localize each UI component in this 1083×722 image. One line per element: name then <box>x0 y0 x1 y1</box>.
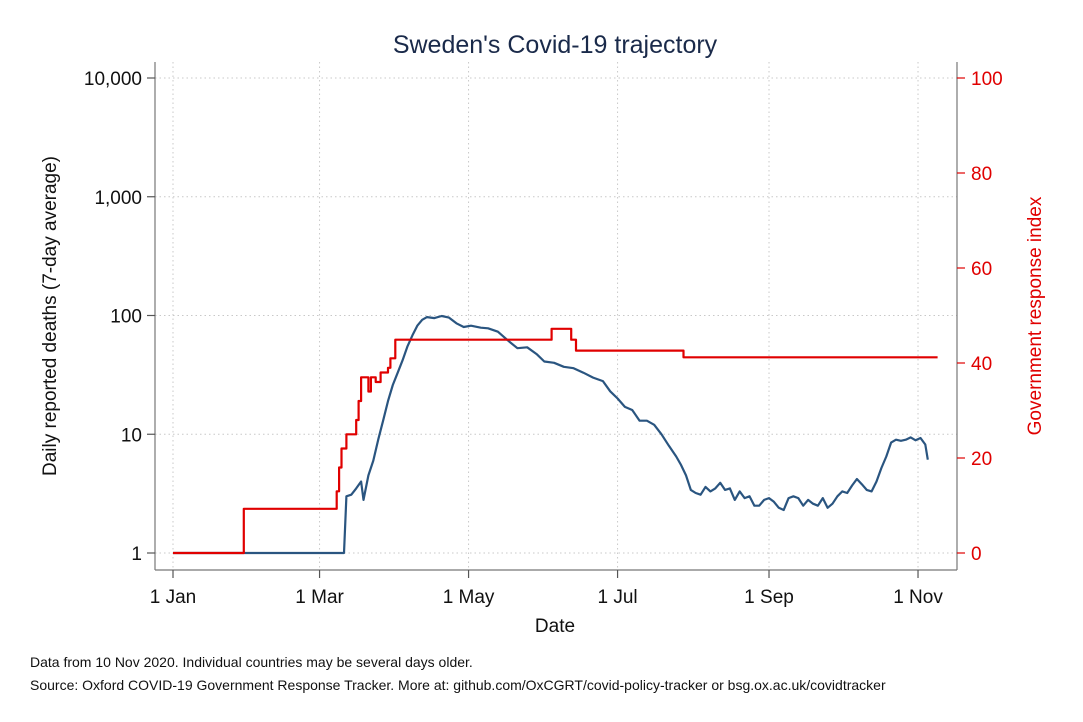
x-tick-label: 1 Sep <box>744 587 794 608</box>
y-left-tick-label: 1 <box>131 544 142 565</box>
y-left-tick-label: 10,000 <box>84 69 142 90</box>
y-left-tick-label: 1,000 <box>94 188 142 209</box>
y-right-tick-label: 100 <box>971 69 1003 90</box>
data-note: Data from 10 Nov 2020. Individual countr… <box>30 654 473 670</box>
chart: Sweden's Covid-19 trajectory 1 10 100 1,000… <box>40 31 1046 637</box>
y-right-tick-label: 60 <box>971 259 992 280</box>
tick-layer: 1 10 100 1,000 10,000 0 20 40 60 80 100 1 Jan 1 Mar 1… <box>84 69 1003 608</box>
y-left-tick-label: 10 <box>121 425 142 446</box>
x-tick-label: 1 Jan <box>150 587 196 608</box>
y-right-tick-label: 20 <box>971 449 992 470</box>
source-note: Source: Oxford COVID-19 Government Respo… <box>30 677 886 693</box>
y-right-tick-label: 80 <box>971 164 992 185</box>
series-layer <box>173 314 938 555</box>
chart-title: Sweden's Covid-19 trajectory <box>393 31 718 59</box>
grid <box>155 62 957 570</box>
y-right-tick-label: 40 <box>971 354 992 375</box>
x-tick-label: 1 Nov <box>893 587 943 608</box>
x-tick-label: 1 May <box>443 587 495 608</box>
y-left-tick-label: 100 <box>110 307 142 328</box>
y-left-axis-label: Daily reported deaths (7-day average) <box>40 156 61 476</box>
x-tick-label: 1 Jul <box>597 587 637 608</box>
y-right-tick-label: 0 <box>971 544 982 565</box>
response-index-series-line <box>173 327 938 555</box>
x-axis-label: Date <box>535 616 575 637</box>
deaths-series-line <box>173 314 929 555</box>
y-right-axis-label: Government response index <box>1025 196 1046 435</box>
x-tick-label: 1 Mar <box>295 587 344 608</box>
